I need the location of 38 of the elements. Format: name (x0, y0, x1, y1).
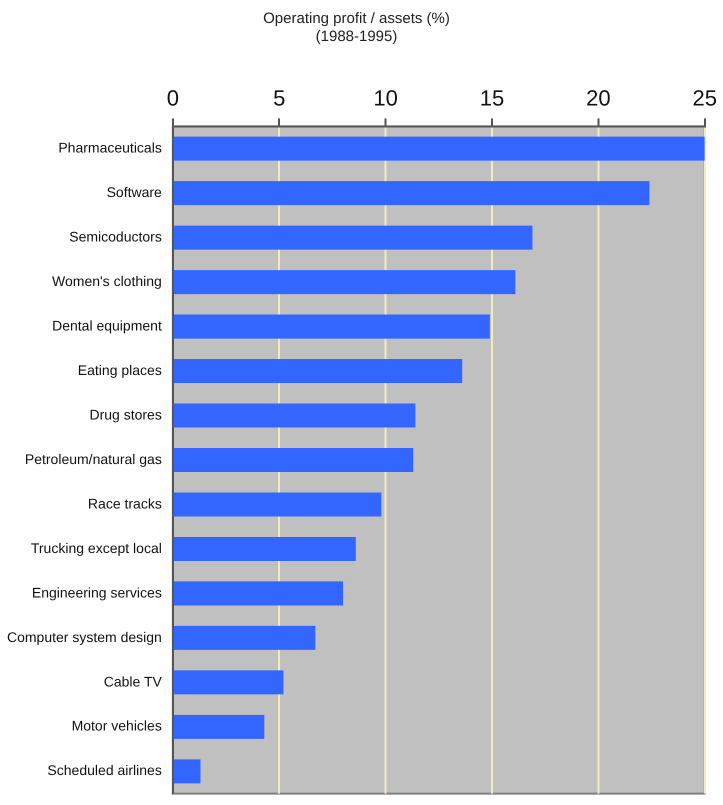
y-tick-label: Motor vehicles (72, 718, 162, 734)
chart-title: Operating profit / assets (%) (263, 10, 450, 28)
y-tick-label: Semicoductors (69, 228, 162, 244)
y-tick-label: Software (106, 184, 162, 200)
bar (174, 759, 200, 784)
y-tick-label: Eating places (78, 362, 162, 378)
bar (174, 136, 705, 161)
x-tick-label: 0 (166, 85, 179, 110)
bar (174, 714, 264, 739)
y-tick-label: Drug stores (89, 406, 162, 422)
x-tick-label: 25 (692, 85, 718, 110)
x-tick-label: 5 (273, 85, 286, 110)
y-tick-label: Pharmaceuticals (58, 140, 162, 156)
chart-subtitle: (1988-1995) (316, 28, 398, 46)
bar (174, 626, 316, 650)
y-tick-label: Cable TV (104, 673, 162, 690)
y-tick-label: Scheduled airlines (47, 762, 162, 778)
y-tick-label: Trucking except local (30, 540, 162, 556)
bar (174, 270, 516, 294)
bar (174, 314, 490, 339)
bar (174, 536, 356, 561)
bar (174, 226, 532, 250)
bar (174, 492, 382, 516)
y-tick-label: Dental equipment (52, 317, 162, 334)
y-tick-label: Women's clothing (52, 272, 162, 289)
y-tick-label: Computer system design (6, 628, 162, 645)
bar (174, 581, 344, 606)
bar (174, 670, 284, 694)
y-tick-label: Petroleum/natural gas (24, 450, 162, 467)
bar (174, 359, 462, 384)
x-tick-label: 20 (586, 85, 611, 110)
x-tick-label: 10 (373, 85, 398, 110)
y-tick-label: Engineering services (32, 584, 162, 600)
bar (174, 404, 416, 428)
bar (174, 448, 414, 472)
bar (174, 181, 650, 206)
x-tick-label: 15 (480, 85, 504, 110)
y-tick-label: Race tracks (88, 495, 162, 512)
